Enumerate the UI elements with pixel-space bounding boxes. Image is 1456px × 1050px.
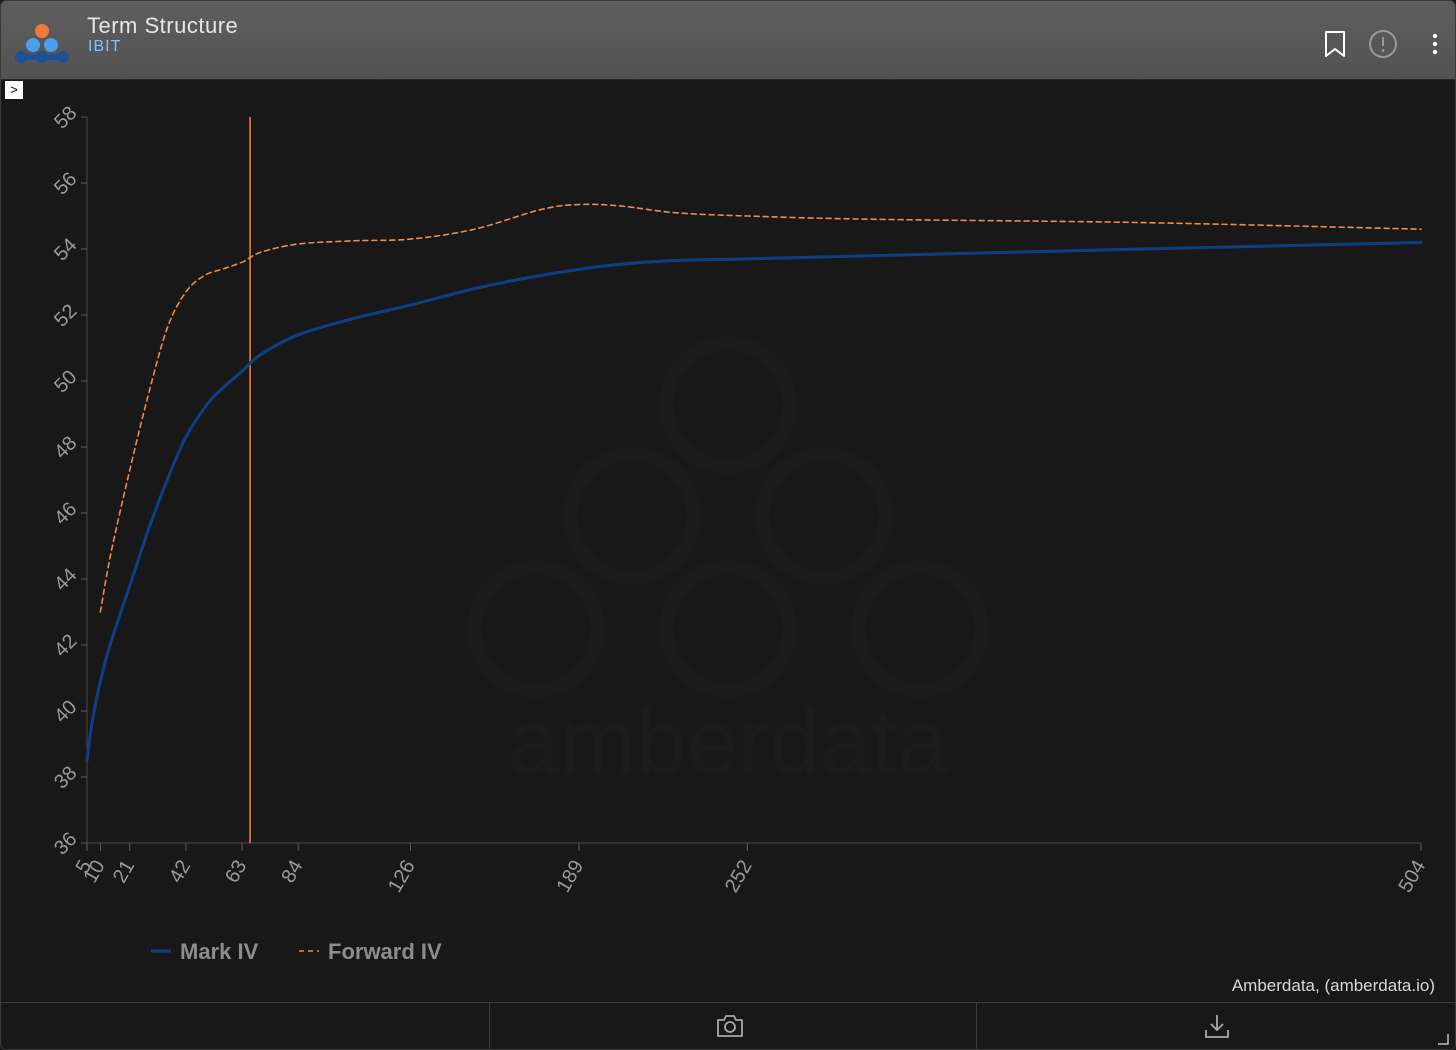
- y-tick-label: 54: [50, 234, 81, 265]
- resize-handle-icon[interactable]: [1437, 1033, 1449, 1045]
- legend: Mark IV Forward IV: [151, 939, 442, 964]
- x-tick-label: 63: [221, 857, 251, 887]
- x-tick-label: 126: [384, 857, 420, 897]
- x-tick-label: 504: [1395, 857, 1431, 897]
- watermark-text: amberdata: [508, 691, 949, 793]
- more-vertical-icon[interactable]: [1421, 29, 1449, 59]
- alert-icon[interactable]: [1367, 28, 1399, 60]
- camera-icon: [717, 1015, 743, 1037]
- y-tick-label: 42: [50, 630, 81, 661]
- amberdata-logo: [15, 24, 69, 63]
- x-tick-label: 189: [552, 857, 588, 897]
- y-tick-label: 48: [50, 432, 81, 463]
- expand-toggle[interactable]: >: [5, 81, 23, 99]
- y-tick-label: 40: [50, 696, 81, 727]
- x-tick-label: 21: [109, 857, 139, 887]
- download-button[interactable]: [977, 1003, 1455, 1049]
- y-tick-label: 46: [50, 498, 81, 529]
- legend-label[interactable]: Mark IV: [180, 939, 259, 964]
- x-tick-label: 42: [165, 857, 195, 887]
- series-line-mark-iv: [85, 240, 1423, 762]
- y-tick-label: 56: [50, 168, 81, 199]
- window-header: Term Structure IBIT: [1, 1, 1455, 80]
- bookmark-icon[interactable]: [1321, 29, 1349, 59]
- screenshot-button[interactable]: [490, 1003, 977, 1049]
- series-line-forward-iv: [99, 203, 1422, 613]
- page-title: Term Structure: [87, 13, 239, 38]
- download-icon: [1205, 1015, 1229, 1038]
- y-tick-label: 52: [50, 300, 81, 331]
- y-tick-label: 58: [50, 102, 81, 133]
- footer-toolbar: [1, 1002, 1455, 1049]
- y-tick-label: 36: [50, 828, 81, 859]
- watermark: amberdata: [467, 336, 989, 793]
- x-tick-label: 252: [721, 857, 757, 897]
- y-tick-label: 44: [50, 564, 81, 595]
- x-tick-label: 84: [277, 857, 307, 887]
- page-subtitle: IBIT: [88, 38, 122, 55]
- footer-cell-left: [1, 1003, 490, 1049]
- y-tick-label: 38: [50, 762, 81, 793]
- y-tick-label: 50: [50, 366, 81, 397]
- legend-label[interactable]: Forward IV: [328, 939, 442, 964]
- credit-text: Amberdata, (amberdata.io): [1231, 976, 1435, 995]
